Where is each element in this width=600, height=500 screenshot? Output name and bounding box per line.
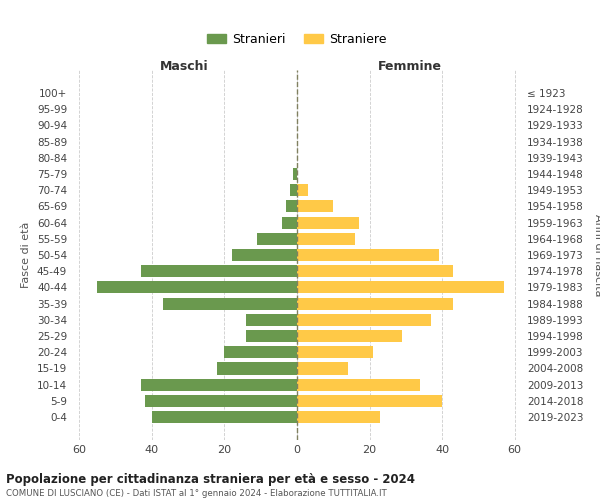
Bar bbox=[246, 330, 297, 342]
Bar bbox=[297, 395, 442, 407]
Bar bbox=[286, 200, 297, 212]
Text: Maschi: Maschi bbox=[160, 60, 209, 74]
Bar bbox=[224, 346, 297, 358]
Text: Popolazione per cittadinanza straniera per età e sesso - 2024: Popolazione per cittadinanza straniera p… bbox=[6, 472, 415, 486]
Bar bbox=[293, 168, 297, 180]
Bar bbox=[290, 184, 297, 196]
Bar bbox=[152, 411, 297, 423]
Bar bbox=[297, 232, 355, 245]
Bar bbox=[141, 265, 297, 278]
Bar bbox=[246, 314, 297, 326]
Text: COMUNE DI LUSCIANO (CE) - Dati ISTAT al 1° gennaio 2024 - Elaborazione TUTTITALI: COMUNE DI LUSCIANO (CE) - Dati ISTAT al … bbox=[6, 489, 387, 498]
Text: Femmine: Femmine bbox=[377, 60, 442, 74]
Bar bbox=[297, 265, 453, 278]
Bar bbox=[217, 362, 297, 374]
Bar bbox=[297, 362, 348, 374]
Bar bbox=[297, 378, 421, 391]
Bar bbox=[97, 282, 297, 294]
Bar bbox=[297, 216, 359, 228]
Bar bbox=[297, 411, 380, 423]
Bar bbox=[297, 249, 439, 261]
Bar bbox=[163, 298, 297, 310]
Bar bbox=[297, 346, 373, 358]
Y-axis label: Anni di nascita: Anni di nascita bbox=[593, 214, 600, 296]
Bar bbox=[257, 232, 297, 245]
Bar bbox=[283, 216, 297, 228]
Y-axis label: Fasce di età: Fasce di età bbox=[22, 222, 31, 288]
Bar bbox=[297, 330, 402, 342]
Bar bbox=[297, 282, 504, 294]
Bar bbox=[232, 249, 297, 261]
Bar bbox=[297, 184, 308, 196]
Bar bbox=[297, 298, 453, 310]
Bar bbox=[141, 378, 297, 391]
Bar bbox=[297, 200, 333, 212]
Bar bbox=[145, 395, 297, 407]
Legend: Stranieri, Straniere: Stranieri, Straniere bbox=[202, 28, 392, 51]
Bar bbox=[297, 314, 431, 326]
